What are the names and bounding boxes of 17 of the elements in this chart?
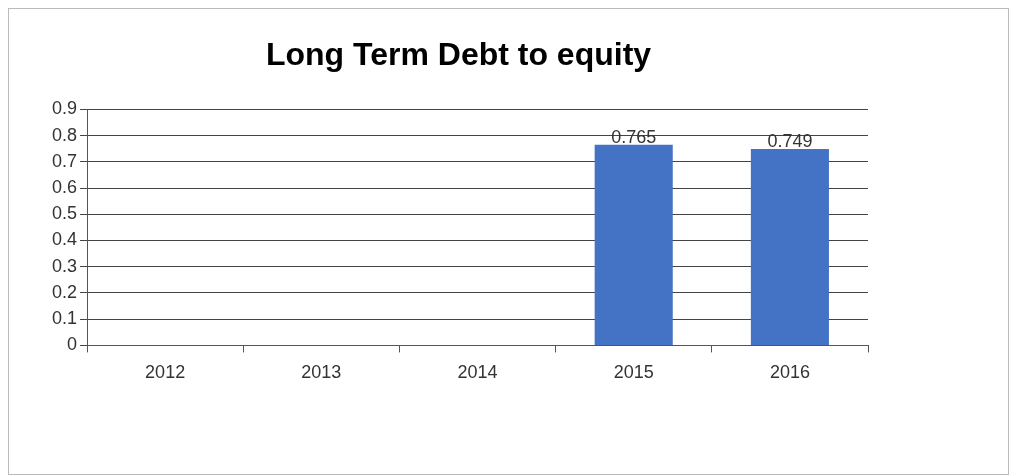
y-tick-label: 0.7 — [51, 150, 78, 171]
y-tick-label: 0.1 — [51, 308, 78, 329]
y-tick-label: 0.9 — [51, 98, 78, 119]
data-label: 0.749 — [767, 130, 813, 151]
y-tick-label: 0 — [67, 334, 78, 355]
y-tick-label: 0.2 — [51, 281, 78, 302]
chart-title: Long Term Debt to equity — [265, 36, 652, 73]
y-tick-label: 0.6 — [51, 177, 78, 198]
x-tick-label: 2015 — [613, 362, 654, 383]
y-tick-label: 0.5 — [51, 203, 78, 224]
x-tick-label: 2014 — [457, 362, 498, 383]
y-tick-label: 0.3 — [51, 255, 78, 276]
x-tick-label: 2013 — [301, 362, 342, 383]
y-tick-label: 0.4 — [51, 229, 78, 250]
x-tick-label: 2016 — [769, 362, 810, 383]
x-tick-label: 2012 — [145, 362, 186, 383]
y-tick-label: 0.8 — [51, 124, 78, 145]
